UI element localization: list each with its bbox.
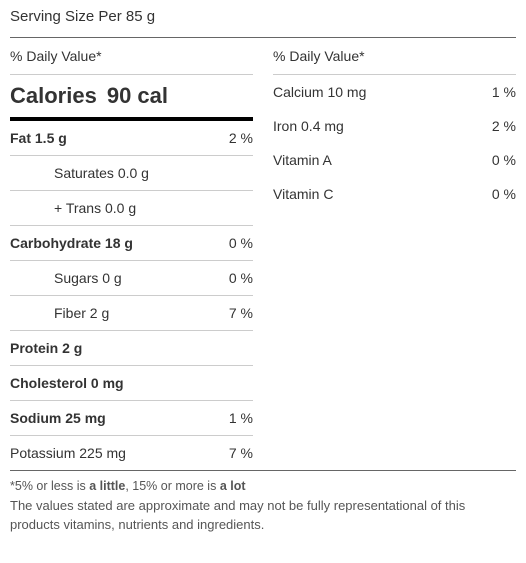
nutrient-label: Saturates <box>32 165 114 181</box>
nutrient-label: Fat <box>10 130 31 146</box>
nutrient-label: Potassium <box>10 445 75 461</box>
nutrient-label: Vitamin C <box>273 186 333 202</box>
nutrient-label: Carbohydrate <box>10 235 101 251</box>
nutrient-label: Iron <box>273 118 297 134</box>
nutrient-pct: 1 % <box>213 410 253 426</box>
calories-label: Calories <box>10 83 97 108</box>
nutrient-row: Protein 2 g <box>10 331 253 366</box>
nutrient-label: Sodium <box>10 410 61 426</box>
nutrient-row: Saturates 0.0 g <box>10 156 253 191</box>
nutrient-label: Protein <box>10 340 58 356</box>
nutrient-row: Vitamin C 0 % <box>273 177 516 211</box>
nutrient-label: Cholesterol <box>10 375 87 391</box>
nutrient-row: Vitamin A 0 % <box>273 143 516 177</box>
nutrient-row: Potassium 225 mg7 % <box>10 436 253 470</box>
dv-header-right: % Daily Value* <box>273 38 516 75</box>
nutrient-pct: 2 % <box>213 130 253 146</box>
calories-row: Calories 90 cal <box>10 75 253 121</box>
nutrient-pct: 1 % <box>476 84 516 100</box>
nutrient-label: Sugars <box>32 270 98 286</box>
nutrient-label: Calcium <box>273 84 324 100</box>
nutrient-label: Vitamin A <box>273 152 332 168</box>
left-column: % Daily Value* Calories 90 cal Fat 1.5 g… <box>10 38 253 470</box>
nutrient-row: Fiber 2 g7 % <box>10 296 253 331</box>
nutrient-pct: 0 % <box>476 152 516 168</box>
nutrient-label: + Trans <box>32 200 101 216</box>
dv-header-left: % Daily Value* <box>10 38 253 75</box>
serving-size: Serving Size Per 85 g <box>10 8 516 37</box>
nutrient-row: Carbohydrate 18 g0 % <box>10 226 253 261</box>
nutrient-row: + Trans 0.0 g <box>10 191 253 226</box>
nutrient-pct: 7 % <box>213 445 253 461</box>
nutrient-row: Fat 1.5 g2 % <box>10 121 253 156</box>
nutrient-pct: 0 % <box>213 235 253 251</box>
footer-note-1: *5% or less is a little, 15% or more is … <box>10 477 516 496</box>
right-column: % Daily Value* Calcium 10 mg1 %Iron 0.4 … <box>273 38 516 470</box>
nutrient-pct: 7 % <box>213 305 253 321</box>
nutrient-pct: 0 % <box>476 186 516 202</box>
nutrition-columns: % Daily Value* Calories 90 cal Fat 1.5 g… <box>10 37 516 470</box>
nutrient-row: Calcium 10 mg1 % <box>273 75 516 109</box>
footer-note-2: The values stated are approximate and ma… <box>10 496 516 535</box>
nutrient-pct: 2 % <box>476 118 516 134</box>
nutrient-row: Sodium 25 mg1 % <box>10 401 253 436</box>
nutrient-pct: 0 % <box>213 270 253 286</box>
nutrient-row: Iron 0.4 mg2 % <box>273 109 516 143</box>
nutrient-row: Cholesterol 0 mg <box>10 366 253 401</box>
nutrient-row: Sugars 0 g0 % <box>10 261 253 296</box>
nutrient-label: Fiber <box>32 305 86 321</box>
footer-notes: *5% or less is a little, 15% or more is … <box>10 470 516 535</box>
